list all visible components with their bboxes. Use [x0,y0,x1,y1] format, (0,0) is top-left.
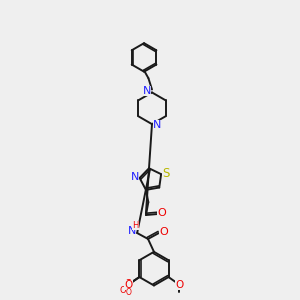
Text: O: O [159,226,168,237]
Text: O: O [158,208,166,218]
Text: N: N [143,86,152,96]
Text: S: S [162,167,169,180]
Text: H: H [132,221,139,230]
Text: O: O [126,288,131,297]
Text: N: N [131,172,140,182]
Text: O: O [175,280,184,290]
Text: N: N [128,226,136,236]
Text: O: O [124,279,132,289]
Text: O: O [124,280,133,290]
Text: O: O [120,286,126,296]
Text: N: N [152,120,161,130]
